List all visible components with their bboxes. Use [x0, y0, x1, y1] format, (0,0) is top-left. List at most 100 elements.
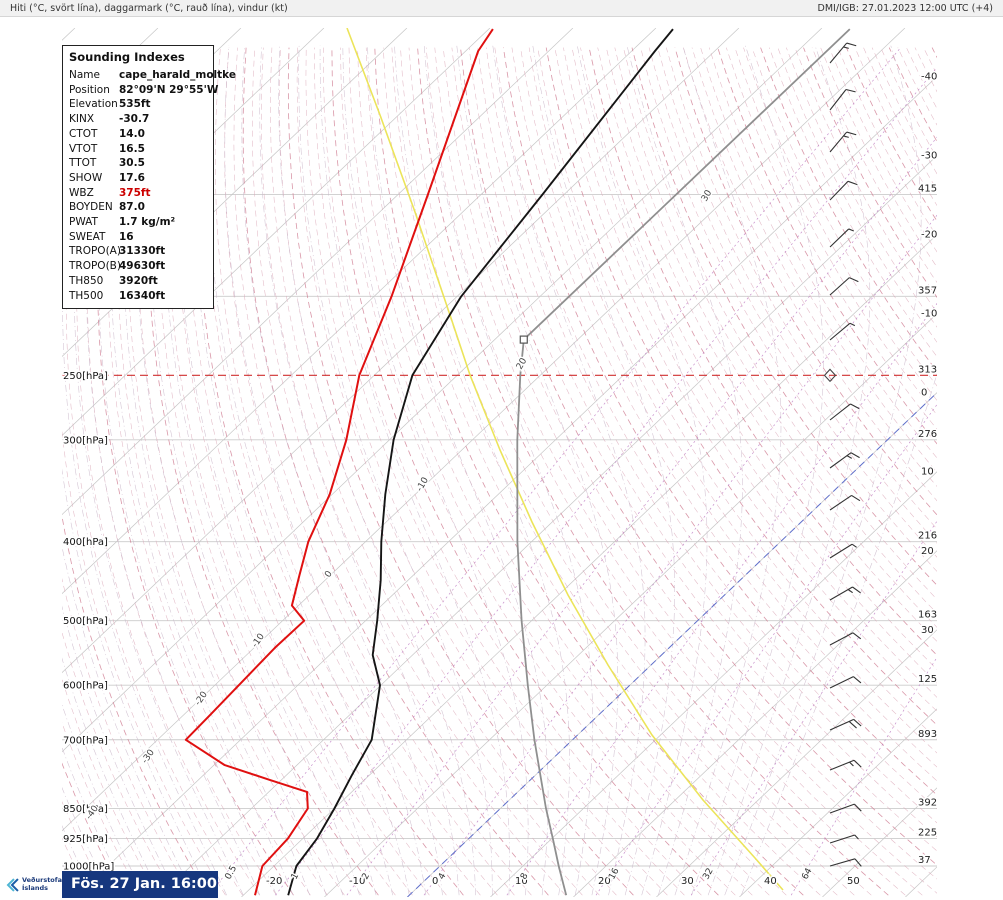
isotherm-line [62, 28, 408, 357]
header-model-run-text: DMI/IGB: 27.01.2023 12:00 UTC (+4) [817, 2, 994, 14]
dry-adiabat-line [880, 47, 937, 159]
dry-adiabat-line [451, 47, 937, 880]
dry-adiabat-line [348, 47, 753, 896]
index-value: 82°09'N 29°55'W [119, 83, 219, 96]
dry-adiabat-line [434, 47, 923, 896]
right-temp-label: -30 [921, 151, 937, 162]
dry-adiabat-line [828, 47, 937, 253]
height-label: 313 [918, 364, 937, 375]
mixing-ratio-line [423, 214, 937, 896]
moist-adiabat-line [259, 45, 460, 896]
moist-adiabat-line [724, 45, 922, 896]
dry-adiabat-line [640, 47, 937, 572]
index-label: TTOT [69, 157, 97, 170]
wind-barb [829, 676, 862, 689]
dry-adiabat-line [691, 47, 937, 487]
dry-adiabat-line [374, 47, 804, 896]
moist-adiabat-line [136, 45, 327, 896]
dry-adiabat-line [545, 47, 937, 726]
adiabat-label: 0 [323, 569, 335, 580]
bottom-temp-label: -10 [349, 876, 365, 887]
index-value: 87.0 [119, 201, 145, 214]
right-temp-label: -10 [921, 309, 937, 320]
dry-adiabat-line [657, 47, 937, 544]
height-label: 37 [918, 855, 931, 866]
wind-barb [829, 759, 862, 771]
dry-adiabat-line [743, 47, 937, 401]
dry-adiabat-line [528, 47, 937, 754]
isotherm-line [62, 28, 491, 437]
dry-adiabat-line [331, 47, 719, 896]
index-row: Name cape_harald_moltke [63, 68, 236, 83]
header-bar: Hiti (°C, svört lína), daggarmark (°C, r… [0, 0, 1003, 17]
index-row: TTOT 30.5 [63, 156, 213, 171]
dry-adiabat-line [0, 48, 56, 896]
wind-barb [829, 180, 858, 201]
index-value: 17.6 [119, 171, 145, 184]
index-label: Elevation [69, 98, 118, 111]
dry-adiabat-line [923, 47, 937, 76]
dry-adiabat-line [400, 47, 855, 896]
pressure-axis-label: 600[hPa] [63, 681, 108, 692]
moist-adiabat-line [691, 45, 824, 896]
wind-barb [829, 494, 861, 511]
dry-adiabat-line [708, 47, 937, 459]
dry-adiabat-line [683, 47, 937, 502]
zero-isotherm-line [407, 391, 937, 897]
wind-barb [829, 452, 860, 469]
moist-adiabat-line [423, 45, 594, 896]
dry-adiabat-line [700, 47, 937, 473]
index-label: VTOT [69, 142, 98, 155]
moist-adiabat-line [394, 45, 570, 896]
mixing-ratio-line [790, 656, 937, 896]
index-value: 16340ft [119, 289, 166, 302]
dry-adiabat-line [287, 47, 634, 896]
index-row: TH850 3920ft [63, 274, 213, 289]
moist-adiabat-line [62, 45, 194, 896]
dry-adiabat-line [520, 47, 937, 768]
dry-adiabat-line [443, 47, 937, 894]
height-label: 357 [918, 285, 937, 296]
sounding-indexes-panel: Sounding Indexes Name cape_harald_moltke P… [62, 45, 236, 310]
wind-barbs [829, 42, 862, 867]
dry-adiabat-line [147, 47, 379, 896]
wind-barb [829, 42, 857, 64]
index-label: TH500 [69, 289, 104, 302]
tropopause-wind-symbol [823, 368, 837, 383]
vedurstofa-logo: Veðurstofa Íslands [0, 869, 62, 900]
mixing-ratio-line [346, 136, 937, 896]
moist-adiabat-line [74, 45, 244, 896]
dry-adiabat-line [751, 47, 937, 387]
dry-adiabat-line [224, 47, 515, 896]
dry-adiabat-line [511, 47, 937, 782]
temperature-curve [287, 28, 674, 896]
dry-adiabat-line [365, 47, 787, 896]
index-value: 49630ft [119, 260, 166, 273]
bottom-temp-label: 30 [681, 876, 694, 887]
dry-adiabat-line [631, 47, 937, 586]
index-value: -30.7 [119, 113, 150, 126]
dry-adiabat-line [854, 47, 937, 207]
dry-adiabat-line [176, 47, 430, 896]
dry-adiabat-line [614, 47, 937, 614]
dry-adiabat-line [233, 47, 532, 896]
dewpoint-curve [184, 28, 494, 896]
isotherm-line [62, 28, 906, 832]
dry-adiabat-line [62, 47, 226, 896]
dry-adiabat-line [485, 47, 937, 824]
index-value: cape_harald_moltke [119, 69, 236, 81]
pressure-axis-label: 300[hPa] [63, 435, 108, 446]
std-tropopause-marker [519, 335, 528, 344]
dry-adiabat-line [408, 47, 872, 896]
sounding-indexes-title: Sounding Indexes [69, 50, 185, 64]
dry-adiabat-line [888, 47, 937, 143]
moist-adiabat-line [674, 45, 782, 896]
dry-adiabat-line [503, 47, 937, 796]
moist-adiabat-line [62, 657, 161, 896]
moist-adiabat-line [62, 704, 144, 896]
dry-adiabat-line [666, 47, 937, 530]
wind-barb [829, 131, 857, 153]
dry-adiabat-line [107, 47, 311, 896]
right-temp-label: 30 [921, 625, 934, 636]
